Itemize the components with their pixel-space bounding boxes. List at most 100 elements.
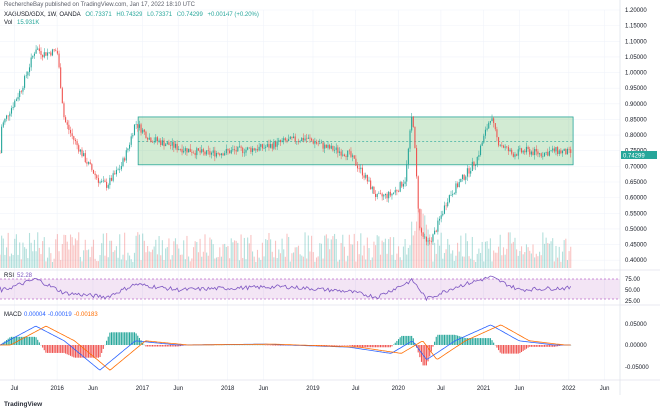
candle-body <box>437 220 439 232</box>
macd-histogram-bar <box>274 345 277 346</box>
macd-histogram-bar <box>493 342 495 345</box>
candle-body <box>470 171 472 174</box>
macd-histogram-bar <box>371 345 373 348</box>
volume-bar <box>432 261 434 268</box>
time-tick-label: 2019 <box>306 386 320 392</box>
volume-bar <box>45 261 47 268</box>
macd-histogram-bar <box>279 345 281 346</box>
macd-histogram-bar <box>97 345 99 358</box>
volume-bar <box>104 255 106 268</box>
macd-histogram-bar <box>347 345 349 346</box>
macd-histogram-bar <box>112 332 114 345</box>
candle-body <box>350 151 352 157</box>
candle-body <box>373 186 375 194</box>
macd-histogram-bar <box>376 345 378 348</box>
volume-bar <box>183 240 185 268</box>
volume-bar <box>563 240 565 268</box>
volume-bar <box>181 254 183 268</box>
candle-body <box>258 146 260 151</box>
candle-body <box>461 174 464 180</box>
macd-histogram-bar <box>65 345 67 354</box>
volume-bar <box>420 209 423 268</box>
macd-histogram-bar <box>15 336 17 345</box>
volume-bar <box>219 247 221 268</box>
candle-body <box>96 175 98 179</box>
macd-histogram-bar <box>43 345 45 351</box>
volume-bar <box>350 244 352 268</box>
candle-body <box>102 180 104 182</box>
volume-bar <box>15 234 17 268</box>
volume-bar <box>253 256 255 268</box>
macd-histogram-bar <box>69 345 72 356</box>
macd-histogram-bar <box>525 345 528 349</box>
macd-histogram-bar <box>24 336 26 345</box>
candle-body <box>186 148 188 153</box>
candle-body <box>452 194 454 196</box>
volume-bar <box>565 238 567 268</box>
rsi-band <box>0 279 620 299</box>
candle-body <box>434 230 436 235</box>
macd-histogram-bar <box>276 345 278 346</box>
candle-body <box>278 140 280 142</box>
candle-body <box>37 48 39 50</box>
candle-body <box>133 124 136 136</box>
candle-body <box>450 195 452 196</box>
volume-bar <box>450 253 452 268</box>
macd-histogram-bar <box>545 345 547 347</box>
candle-body <box>484 129 487 136</box>
macd-histogram-bar <box>453 334 455 345</box>
candle-body <box>101 181 103 182</box>
candle-body <box>471 161 473 172</box>
tradingview-logo[interactable]: TradingView <box>4 401 43 408</box>
price-tick-label: 0.90000 <box>625 102 647 108</box>
candle-body <box>481 142 483 146</box>
candle-body <box>363 175 365 178</box>
price-tick-label: 0.95000 <box>625 86 647 92</box>
macd-histogram-bar <box>530 345 532 347</box>
candle-body <box>24 76 26 88</box>
macd-histogram-bar <box>379 345 382 348</box>
macd-histogram-bar <box>516 345 518 354</box>
volume-bar <box>35 251 37 268</box>
candle-body <box>361 167 363 176</box>
candle-body <box>74 139 76 142</box>
volume-bar <box>6 247 8 268</box>
macd-histogram-bar <box>115 332 117 345</box>
macd-histogram-bar <box>509 345 511 354</box>
candle-body <box>511 149 513 154</box>
candle-body <box>525 146 528 153</box>
candle-body <box>325 144 327 148</box>
time-tick-label: Jun <box>600 386 610 392</box>
candle-body <box>502 145 505 148</box>
candle-body <box>534 148 536 155</box>
candle-body <box>161 140 163 145</box>
volume-bar <box>345 261 347 268</box>
macd-histogram-bar <box>445 334 447 345</box>
symbol-name[interactable]: XAGUSD/GDX, 1W, OANDA <box>4 12 81 18</box>
volume-bar <box>306 258 308 268</box>
macd-histogram-bar <box>527 345 529 348</box>
macd-histogram-bar <box>366 345 368 348</box>
time-tick-label: 2018 <box>221 386 235 392</box>
macd-histogram-bar <box>181 345 183 346</box>
volume-bar <box>273 257 275 268</box>
candle-body <box>517 149 519 156</box>
macd-histogram-bar <box>552 345 554 347</box>
macd-histogram-bar <box>452 334 454 345</box>
macd-histogram-bar <box>548 345 550 347</box>
macd-histogram-bar <box>498 345 500 351</box>
macd-histogram-bar <box>165 345 167 347</box>
macd-histogram-bar <box>63 345 65 353</box>
volume-bar <box>302 256 304 268</box>
volume-bar <box>520 246 523 268</box>
volume-bar <box>312 252 314 268</box>
macd-histogram-bar <box>132 332 134 345</box>
ohlc-open: O0.73371 <box>85 12 112 18</box>
volume-bar <box>442 258 444 268</box>
candle-body <box>184 148 186 151</box>
volume-bar <box>307 235 309 268</box>
candle-body <box>155 137 157 142</box>
candle-body <box>419 208 421 229</box>
macd-histogram-bar <box>524 345 526 350</box>
